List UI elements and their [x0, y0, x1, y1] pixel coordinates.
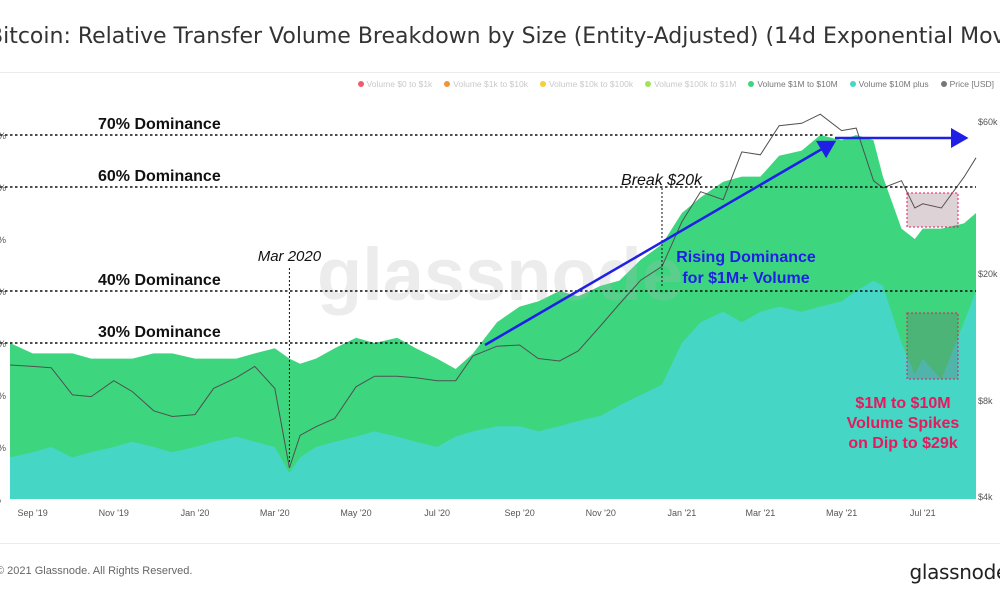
legend-label: Volume $10k to $100k	[548, 79, 634, 89]
dominance-label: 30% Dominance	[98, 324, 221, 341]
x-tick-label: Jul '20	[424, 508, 450, 518]
dominance-label: 40% Dominance	[98, 272, 221, 289]
x-tick-label: Jan '21	[668, 508, 697, 518]
y-right-tick-label: $60k	[978, 117, 998, 127]
dominance-label: 70% Dominance	[98, 116, 221, 133]
x-tick-label: Jan '20	[181, 508, 210, 518]
legend-item[interactable]: Volume $1M to $10M	[748, 79, 838, 89]
legend-label: Volume $0 to $1k	[366, 79, 433, 89]
y-left-tick-label: 50%	[0, 235, 6, 245]
legend-dot-icon	[444, 81, 451, 87]
legend-item[interactable]: Volume $100k to $1M	[645, 79, 736, 89]
legend-item[interactable]: Price [USD]	[940, 79, 994, 89]
x-tick-label: May '20	[340, 508, 371, 518]
x-tick-label: Nov '19	[99, 508, 129, 518]
legend-label: Price [USD]	[949, 79, 994, 89]
legend-dot-icon	[940, 81, 947, 87]
y-left-tick-label: 0%	[0, 495, 1, 505]
y-right-tick-label: $20k	[978, 269, 998, 279]
dominance-label: 60% Dominance	[98, 168, 221, 185]
legend-item[interactable]: Volume $10k to $100k	[539, 79, 634, 89]
rising-dominance-label: for $1M+ Volume	[682, 270, 809, 287]
y-left-tick-label: 20%	[0, 391, 6, 401]
legend-item[interactable]: Volume $10M plus	[849, 79, 929, 89]
rising-dominance-arrow	[484, 140, 837, 347]
legend-dot-icon	[539, 81, 546, 87]
x-tick-label: Nov '20	[586, 508, 616, 518]
legend-item[interactable]: Volume $1k to $10k	[444, 79, 528, 89]
legend-item[interactable]: Volume $0 to $1k	[357, 79, 433, 89]
legend-label: Volume $10M plus	[858, 79, 929, 89]
chart-title: Bitcoin: Relative Transfer Volume Breakd…	[0, 24, 1000, 49]
volume-spike-label: on Dip to $29k	[848, 435, 957, 452]
y-left-tick-label: 60%	[0, 183, 6, 193]
y-right-tick-label: $4k	[978, 492, 993, 502]
y-left-tick-label: 40%	[0, 287, 6, 297]
x-tick-label: Mar '21	[746, 508, 776, 518]
legend-dot-icon	[357, 81, 364, 87]
mar-2020-label: Mar 2020	[258, 248, 322, 265]
watermark: glassnode	[317, 233, 683, 316]
x-tick-label: May '21	[826, 508, 857, 518]
y-left-tick-label: 30%	[0, 339, 6, 349]
y-left-tick-label: 10%	[0, 443, 6, 453]
brand-logo: glassnode	[909, 560, 1000, 584]
legend-label: Volume $100k to $1M	[654, 79, 737, 89]
legend-dot-icon	[645, 81, 652, 87]
x-tick-label: Mar '20	[260, 508, 290, 518]
price-dip-highlight	[906, 192, 959, 228]
volume-spike-label: Volume Spikes	[847, 415, 960, 432]
break-20k-label: Break $20k	[621, 172, 703, 189]
x-tick-label: Sep '20	[504, 508, 534, 518]
x-tick-label: Sep '19	[17, 508, 47, 518]
legend-dot-icon	[748, 81, 755, 87]
price-line	[9, 113, 977, 469]
copyright-text: © 2021 Glassnode. All Rights Reserved.	[0, 565, 193, 577]
area-10m-plus	[10, 280, 976, 499]
y-left-tick-label: 70%	[0, 131, 6, 141]
volume-spike-highlight	[906, 312, 959, 380]
chart-panel	[0, 72, 1000, 544]
legend-label: Volume $1M to $10M	[757, 79, 838, 89]
legend: Volume $0 to $1k Volume $1k to $10k Volume…	[357, 79, 994, 89]
y-right-tick-label: $8k	[978, 396, 993, 406]
rising-dominance-label: Rising Dominance	[676, 249, 816, 266]
legend-label: Volume $1k to $10k	[453, 79, 528, 89]
volume-spike-label: $1M to $10M	[855, 395, 950, 412]
legend-dot-icon	[849, 81, 856, 87]
x-tick-label: Jul '21	[910, 508, 936, 518]
